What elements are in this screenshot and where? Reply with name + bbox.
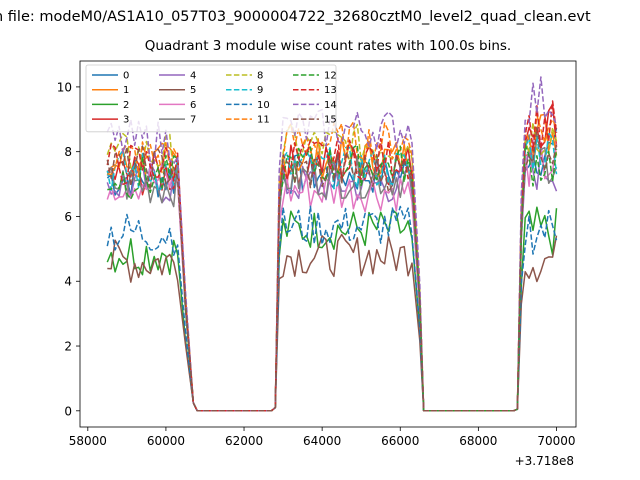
legend-label-3: 3	[123, 115, 129, 126]
legend-label-0: 0	[123, 71, 129, 82]
x-tick-label: 58000	[69, 434, 107, 448]
legend-label-10: 10	[257, 100, 270, 111]
legend-label-6: 6	[190, 100, 196, 111]
legend-label-7: 7	[190, 115, 196, 126]
x-tick-label: 60000	[147, 434, 185, 448]
series-line-10	[106, 205, 558, 412]
axes-frame	[79, 60, 577, 428]
y-tick-label: 8	[64, 145, 72, 159]
legend-box	[85, 64, 337, 133]
chart-suptitle: n file: modeM0/AS1A10_057T03_9000004722_…	[0, 9, 591, 25]
y-tick-label: 0	[64, 404, 72, 418]
legend-label-14: 14	[324, 100, 337, 111]
x-tick-label: 62000	[225, 434, 263, 448]
y-tick-label: 4	[64, 275, 72, 289]
legend-label-9: 9	[257, 85, 263, 96]
y-tick-label: 6	[64, 210, 72, 224]
legend-label-8: 8	[257, 71, 263, 82]
series-line-5	[107, 233, 558, 412]
x-tick-label: 68000	[459, 434, 497, 448]
x-offset-label: +3.718e8	[515, 454, 574, 468]
legend-label-13: 13	[324, 85, 337, 96]
legend-label-4: 4	[190, 71, 196, 82]
legend-label-12: 12	[324, 71, 337, 82]
y-tick-label: 2	[64, 340, 72, 354]
axes: 58000 60000 62000 64000 66000 68000 70000 0 2 4 6 8…	[57, 60, 577, 448]
legend-label-2: 2	[123, 100, 129, 111]
x-tick-label: 70000	[537, 434, 575, 448]
x-tick-label: 64000	[303, 434, 341, 448]
x-tick-label: 66000	[381, 434, 419, 448]
legend-label-1: 1	[123, 85, 129, 96]
y-tick-label: 10	[57, 80, 72, 94]
legend-label-11: 11	[257, 115, 270, 126]
series-line-15	[106, 126, 558, 412]
series-line-13	[106, 100, 558, 412]
legend-label-5: 5	[190, 85, 196, 96]
series-line-2	[106, 206, 558, 412]
legend-label-15: 15	[324, 115, 337, 126]
chart-title: Quadrant 3 module wise count rates with …	[145, 38, 511, 54]
